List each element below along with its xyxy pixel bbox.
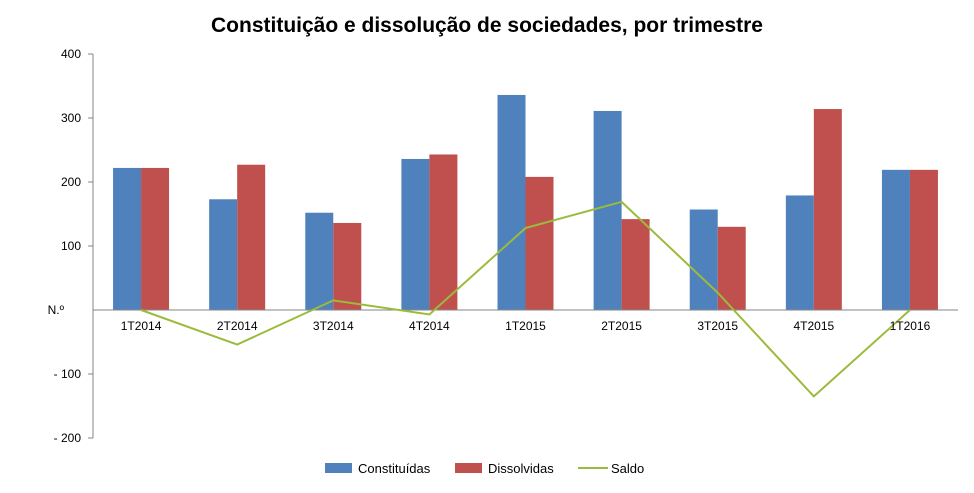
y-tick-label: 100 [61,239,81,253]
x-tick-label-1T2014: 1T2014 [121,319,162,333]
saldo-line-layer [140,200,911,398]
y-tick-label: 400 [61,47,81,61]
bar-constituídas-4T2015 [785,195,814,310]
x-tick-label-2T2015: 2T2015 [601,319,642,333]
x-tick-label-1T2015: 1T2015 [505,319,546,333]
y-tick-label: 300 [61,111,81,125]
legend-label-saldo: Saldo [611,461,644,476]
bar-constituídas-4T2014 [401,158,430,310]
bar-dissolvidas-1T2015 [525,176,554,310]
legend-swatch-constituídas [325,463,352,473]
bar-constituídas-3T2015 [689,209,718,310]
bar-dissolvidas-2T2015 [621,219,650,310]
legend-label-constituídas: Constituídas [358,461,431,476]
labels-layer: 400 300 200 100 - 100 - 200 N.º 1T2014 2T2014 3T2… [48,47,931,445]
legend-label-dissolvidas: Dissolvidas [488,461,554,476]
legend: Constituídas Dissolvidas Saldo [325,461,644,476]
x-tick-label-1T2016: 1T2016 [890,319,931,333]
bar-constituídas-1T2016 [881,169,910,310]
y-tick-label: - 200 [54,431,82,445]
bar-constituídas-2T2015 [593,110,622,311]
x-tick-label-4T2014: 4T2014 [409,319,450,333]
bar-dissolvidas-4T2014 [429,154,458,310]
legend-swatch-dissolvidas [455,463,482,473]
bar-dissolvidas-3T2015 [717,226,746,310]
y-tick-label: 200 [61,175,81,189]
y-axis-label: N.º [48,303,65,317]
x-tick-label-2T2014: 2T2014 [217,319,258,333]
bar-constituídas-1T2015 [497,94,526,311]
bars-layer [113,94,938,311]
bar-dissolvidas-4T2015 [813,109,842,310]
bar-dissolvidas-1T2014 [141,167,170,310]
x-tick-label-3T2015: 3T2015 [697,319,738,333]
bar-constituídas-2T2014 [209,199,238,310]
bar-constituídas-3T2014 [305,212,334,310]
x-tick-label-3T2014: 3T2014 [313,319,354,333]
bar-constituídas-1T2014 [113,167,142,310]
axes-layer [88,53,958,439]
bar-dissolvidas-2T2014 [237,164,266,310]
bar-dissolvidas-3T2014 [333,222,362,310]
x-tick-label-4T2015: 4T2015 [793,319,834,333]
chart-title: Constituição e dissolução de sociedades,… [211,14,763,37]
y-tick-label: - 100 [54,367,82,381]
bar-dissolvidas-1T2016 [909,169,938,310]
